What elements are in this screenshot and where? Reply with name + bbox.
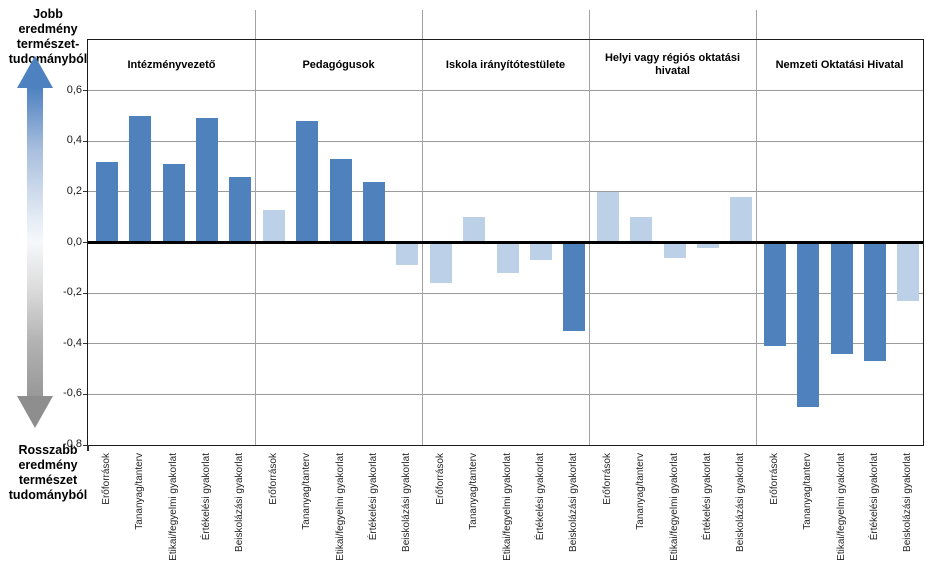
worse-outcome-line: eredmény xyxy=(18,458,78,472)
worse-outcome-line: Rosszabb xyxy=(18,443,78,457)
bar xyxy=(496,242,519,273)
category-label: Értékelési gyakorlat xyxy=(868,453,880,541)
bar xyxy=(897,242,920,301)
y-axis-label: 0,6 xyxy=(66,83,82,96)
category-label: Etikai/fegyelmi gyakorlat xyxy=(167,453,179,561)
y-axis-tick xyxy=(83,292,88,294)
y-axis-label: 0,4 xyxy=(66,134,82,147)
category-label: Értékelési gyakorlat xyxy=(367,453,379,541)
bar xyxy=(797,242,820,408)
y-axis-tick xyxy=(83,191,88,193)
gridline xyxy=(88,191,923,193)
gridline xyxy=(88,393,923,395)
category-label: Tananyag/tanterv xyxy=(802,453,814,530)
worse-outcome-label: Rosszabb eredmény természet tudományból xyxy=(2,443,94,503)
gridline xyxy=(88,140,923,142)
y-axis-tick xyxy=(83,393,88,395)
bar xyxy=(463,217,486,243)
group-header: Helyi vagy régiós oktatási hivatal xyxy=(604,51,741,78)
category-label: Tananyag/tanterv xyxy=(468,453,480,530)
bar xyxy=(563,242,586,332)
bar xyxy=(296,121,319,243)
bar xyxy=(362,181,385,243)
category-label: Beiskolázási gyakorlat xyxy=(401,453,413,552)
y-axis-label: -0,8 xyxy=(63,438,82,450)
y-axis-tick xyxy=(83,242,88,243)
category-label: Tananyag/tanterv xyxy=(635,453,647,530)
category-label: Etikai/fegyelmi gyakorlat xyxy=(835,453,847,561)
y-axis-label: -0,6 xyxy=(63,387,82,400)
group-header: Nemzeti Oktatási Hivatal xyxy=(775,58,904,71)
bar xyxy=(129,115,152,243)
category-label: Tananyag/tanterv xyxy=(134,453,146,530)
bar xyxy=(763,242,786,347)
group-header: Iskola irányítótestülete xyxy=(445,58,566,71)
gridline xyxy=(88,90,923,92)
bar xyxy=(95,161,118,243)
category-label: Beiskolázási gyakorlat xyxy=(902,453,914,552)
bar xyxy=(262,209,285,243)
bar xyxy=(229,176,252,243)
better-outcome-line: természet- xyxy=(16,37,80,51)
group-separator xyxy=(755,10,757,445)
category-label: Beiskolázási gyakorlat xyxy=(568,453,580,552)
bar xyxy=(596,191,619,243)
y-axis-tick xyxy=(83,140,88,142)
category-label: Értékelési gyakorlat xyxy=(200,453,212,541)
bar xyxy=(329,158,352,243)
y-axis-label: 0,2 xyxy=(66,184,82,197)
better-outcome-line: Jobb eredmény xyxy=(18,7,78,36)
bar xyxy=(696,242,719,248)
group-header: Intézményvezető xyxy=(127,58,216,71)
down-arrow-icon xyxy=(17,396,53,428)
y-axis-label: -0,4 xyxy=(63,336,82,349)
arrow-gradient-shaft xyxy=(27,87,43,397)
y-axis-label: -0,2 xyxy=(63,286,82,299)
bar xyxy=(730,196,753,243)
bar xyxy=(195,118,218,243)
category-label: Etikai/fegyelmi gyakorlat xyxy=(334,453,346,561)
category-label: Tananyag/tanterv xyxy=(301,453,313,530)
category-label: Beiskolázási gyakorlat xyxy=(234,453,246,552)
group-separator xyxy=(421,10,423,445)
category-label: Erőforrások xyxy=(601,453,613,505)
worse-outcome-line: természet xyxy=(18,473,78,487)
category-label: Értékelési gyakorlat xyxy=(701,453,713,541)
y-axis-tick xyxy=(83,90,88,92)
bar xyxy=(529,242,552,261)
bar xyxy=(396,242,419,266)
category-label: Értékelési gyakorlat xyxy=(534,453,546,541)
category-label: Etikai/fegyelmi gyakorlat xyxy=(668,453,680,561)
bar xyxy=(429,242,452,283)
up-arrow-icon xyxy=(17,56,53,88)
zero-axis-line xyxy=(88,241,923,244)
x-axis-tick xyxy=(87,445,89,451)
bar xyxy=(863,242,886,362)
category-label: Erőforrások xyxy=(100,453,112,505)
bar xyxy=(830,242,853,354)
bar xyxy=(630,217,653,243)
category-label: Erőforrások xyxy=(267,453,279,505)
gridline xyxy=(88,343,923,345)
y-axis-label: 0,0 xyxy=(66,235,82,248)
worse-outcome-line: tudományból xyxy=(8,488,88,502)
bar xyxy=(663,242,686,258)
category-label: Erőforrások xyxy=(434,453,446,505)
group-separator xyxy=(254,10,256,445)
y-axis-tick xyxy=(83,343,88,345)
gridline xyxy=(88,292,923,294)
category-label: Erőforrások xyxy=(768,453,780,505)
category-label: Etikai/fegyelmi gyakorlat xyxy=(501,453,513,561)
category-label: Beiskolázási gyakorlat xyxy=(735,453,747,552)
y-axis-tick xyxy=(83,444,88,446)
group-separator xyxy=(588,10,590,445)
bar xyxy=(162,164,185,243)
group-header: Pedagógusok xyxy=(302,58,375,71)
